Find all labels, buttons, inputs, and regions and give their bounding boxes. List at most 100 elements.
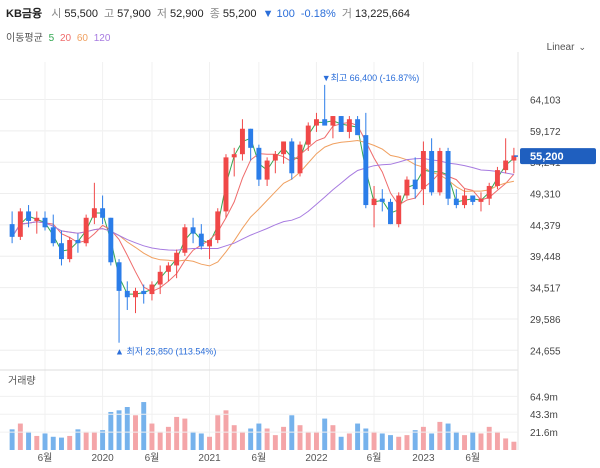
candle-body[interactable] (165, 265, 171, 272)
volume-bar[interactable] (165, 426, 171, 450)
volume-bar[interactable] (9, 429, 15, 450)
candle-body[interactable] (272, 154, 278, 161)
volume-bar[interactable] (83, 431, 89, 450)
volume-bar[interactable] (264, 428, 270, 450)
volume-bar[interactable] (486, 426, 492, 450)
volume-bar[interactable] (116, 410, 122, 450)
volume-bar[interactable] (223, 410, 229, 450)
volume-bar[interactable] (100, 430, 106, 450)
volume-bar[interactable] (494, 431, 500, 450)
volume-bar[interactable] (42, 433, 48, 450)
volume-bar[interactable] (149, 423, 155, 450)
candle-body[interactable] (289, 141, 295, 174)
candle-body[interactable] (231, 154, 237, 158)
volume-bar[interactable] (26, 431, 32, 450)
volume-bar[interactable] (17, 423, 23, 450)
volume-bar[interactable] (453, 431, 459, 450)
candle-body[interactable] (503, 160, 509, 171)
volume-bar[interactable] (34, 435, 40, 450)
candle-body[interactable] (338, 116, 344, 132)
candle-body[interactable] (100, 208, 106, 218)
volume-bar[interactable] (75, 429, 81, 450)
volume-bar[interactable] (355, 423, 361, 450)
candle-body[interactable] (26, 211, 32, 221)
candle-body[interactable] (420, 151, 426, 190)
volume-bar[interactable] (404, 435, 410, 450)
candle-body[interactable] (149, 284, 155, 295)
candle-body[interactable] (486, 185, 492, 199)
candle-body[interactable] (174, 252, 180, 266)
volume-bar[interactable] (338, 436, 344, 450)
ma-60[interactable]: 60 (76, 33, 88, 44)
volume-bar[interactable] (412, 430, 418, 450)
ma-20[interactable]: 20 (59, 33, 72, 44)
volume-bar[interactable] (174, 416, 180, 450)
candle-body[interactable] (314, 119, 319, 126)
volume-bar[interactable] (379, 433, 385, 450)
candle-body[interactable] (363, 135, 369, 206)
candle-body[interactable] (157, 271, 163, 285)
volume-bar[interactable] (248, 428, 254, 450)
candle-body[interactable] (182, 227, 188, 253)
volume-bar[interactable] (445, 423, 451, 450)
volume-bar[interactable] (314, 431, 319, 450)
volume-bar[interactable] (141, 402, 147, 450)
candle-body[interactable] (297, 144, 303, 174)
volume-bar[interactable] (511, 441, 517, 450)
candle-body[interactable] (355, 119, 361, 136)
candle-body[interactable] (67, 240, 73, 260)
volume-bar[interactable] (388, 435, 393, 450)
candle-body[interactable] (330, 116, 336, 126)
volume-bar[interactable] (108, 411, 114, 450)
volume-bar[interactable] (470, 431, 476, 450)
candle-body[interactable] (83, 217, 89, 244)
candle-body[interactable] (470, 195, 476, 202)
volume-bar[interactable] (67, 435, 73, 450)
volume-bar[interactable] (322, 418, 328, 450)
candle-body[interactable] (198, 233, 204, 247)
candle-body[interactable] (133, 290, 138, 298)
candle-body[interactable] (462, 195, 467, 206)
candle-body[interactable] (281, 141, 287, 155)
candle-body[interactable] (396, 195, 402, 225)
candle-body[interactable] (478, 198, 484, 202)
volume-bar[interactable] (157, 431, 163, 450)
volume-bar[interactable] (305, 431, 311, 450)
candle-body[interactable] (17, 211, 23, 237)
candle-body[interactable] (445, 151, 451, 199)
candle-body[interactable] (371, 198, 377, 206)
candle-body[interactable] (108, 217, 114, 263)
volume-bar[interactable] (420, 426, 426, 450)
candle-body[interactable] (256, 147, 262, 180)
candle-body[interactable] (59, 243, 64, 260)
candle-body[interactable] (322, 119, 328, 126)
volume-bar[interactable] (59, 437, 64, 450)
candle-body[interactable] (215, 211, 221, 241)
volume-bar[interactable] (124, 407, 130, 450)
candle-body[interactable] (223, 157, 229, 212)
volume-bar[interactable] (239, 431, 245, 450)
candle-body[interactable] (379, 198, 385, 202)
ma-120[interactable]: 120 (93, 33, 111, 44)
volume-bar[interactable] (281, 426, 287, 450)
candle-body[interactable] (91, 208, 97, 218)
volume-bar[interactable] (207, 436, 212, 450)
candle-body[interactable] (9, 224, 15, 237)
volume-bar[interactable] (272, 435, 278, 450)
volume-bar[interactable] (478, 433, 484, 450)
candle-body[interactable] (124, 290, 130, 298)
scale-dropdown[interactable]: Linear ⌄ (547, 42, 586, 53)
volume-bar[interactable] (91, 431, 97, 450)
candle-body[interactable] (437, 151, 443, 193)
candle-body[interactable] (494, 170, 500, 186)
candle-body[interactable] (264, 160, 270, 180)
volume-bar[interactable] (396, 436, 402, 450)
volume-bar[interactable] (256, 423, 262, 450)
candle-body[interactable] (116, 262, 122, 291)
candle-body[interactable] (34, 217, 40, 221)
volume-bar[interactable] (371, 431, 377, 450)
candle-body[interactable] (511, 155, 517, 161)
candle-body[interactable] (429, 151, 435, 193)
volume-bar[interactable] (297, 425, 303, 450)
